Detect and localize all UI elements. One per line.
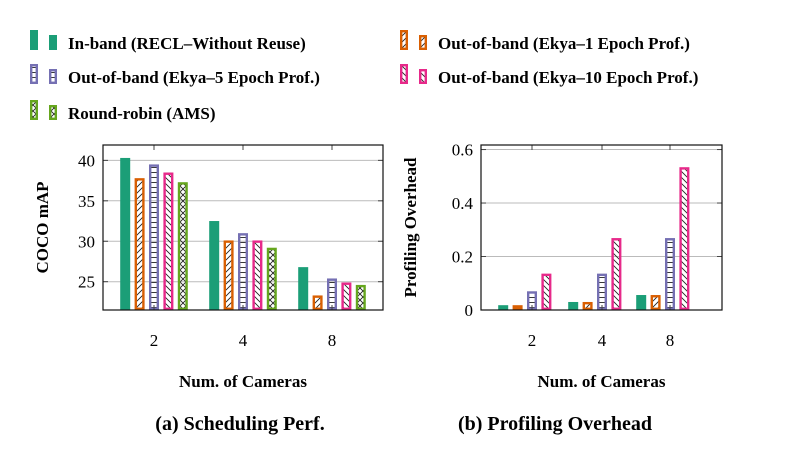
legend-swatch <box>30 30 38 50</box>
bar <box>665 238 676 311</box>
y-tick-label: 0.6 <box>452 141 473 160</box>
legend-swatch <box>30 63 39 84</box>
bar <box>266 247 277 311</box>
bar <box>327 278 338 311</box>
y-tick-label: 0 <box>465 301 474 320</box>
bar <box>298 267 309 310</box>
bar <box>177 182 188 311</box>
bar <box>597 273 608 311</box>
legend-swatch <box>49 68 58 84</box>
bar <box>163 172 174 311</box>
legend-swatch <box>419 35 428 51</box>
legend-label: Out-of-band (Ekya–1 Epoch Prof.) <box>438 34 690 53</box>
bar <box>679 167 690 310</box>
bar <box>209 221 220 310</box>
bar <box>541 273 552 311</box>
legend-swatch <box>400 30 409 51</box>
x-tick-label: 4 <box>598 331 607 350</box>
bar <box>237 233 248 311</box>
legend-swatch <box>400 63 409 84</box>
y-tick-label: 35 <box>78 192 95 211</box>
bar <box>650 295 661 310</box>
bar <box>611 238 622 311</box>
legend-swatch <box>49 104 58 120</box>
y-tick-label: 40 <box>78 151 95 170</box>
legend-item: Round-robin (AMS) <box>30 99 216 123</box>
bar <box>355 284 366 310</box>
bar <box>223 240 234 310</box>
x-axis-label: Num. of Cameras <box>538 372 666 391</box>
subfigure-caption: (b) Profiling Overhead <box>458 413 652 435</box>
y-axis-label: Profiling Overhead <box>401 157 420 297</box>
legend: In-band (RECL–Without Reuse) Out-of-band … <box>30 30 698 123</box>
y-axis-label: COCO mAP <box>33 181 52 273</box>
bar <box>341 282 352 311</box>
legend-label: Out-of-band (Ekya–5 Epoch Prof.) <box>68 68 320 87</box>
bar <box>498 305 509 310</box>
legend-item: In-band (RECL–Without Reuse) <box>30 30 306 53</box>
bar <box>512 305 523 310</box>
bar <box>582 301 593 310</box>
legend-item: Out-of-band (Ekya–1 Epoch Prof.) <box>400 30 690 53</box>
legend-label: Round-robin (AMS) <box>68 104 216 123</box>
y-tick-label: 25 <box>78 273 95 292</box>
x-tick-label: 8 <box>328 331 337 350</box>
subfigure-caption: (a) Scheduling Perf. <box>155 413 324 435</box>
legend-item: Out-of-band (Ekya–5 Epoch Prof.) <box>30 63 320 87</box>
y-tick-label: 0.4 <box>452 194 474 213</box>
bar <box>568 301 579 310</box>
legend-swatch <box>419 68 428 84</box>
legend-swatch <box>30 99 39 120</box>
bar <box>252 240 263 310</box>
bar <box>134 178 145 311</box>
x-tick-label: 2 <box>150 331 159 350</box>
x-tick-label: 4 <box>239 331 248 350</box>
bar <box>636 295 647 310</box>
legend-label: In-band (RECL–Without Reuse) <box>68 34 306 53</box>
y-tick-label: 30 <box>78 232 95 251</box>
x-tick-label: 2 <box>528 331 537 350</box>
y-tick-label: 0.2 <box>452 248 473 267</box>
x-axis-label: Num. of Cameras <box>179 372 307 391</box>
chart-profiling-overhead: 0 0.2 0.4 0.6 2 4 8 Num. of Cameras Profiling Ov… <box>401 141 723 435</box>
bar <box>148 164 159 311</box>
x-tick-label: 8 <box>666 331 675 350</box>
legend-swatch <box>49 35 57 50</box>
bar <box>312 295 323 310</box>
bar <box>120 157 131 310</box>
plot-frame <box>102 144 384 311</box>
plot-frame <box>480 144 723 311</box>
legend-label: Out-of-band (Ekya–10 Epoch Prof.) <box>438 68 698 87</box>
legend-item: Out-of-band (Ekya–10 Epoch Prof.) <box>400 63 698 87</box>
